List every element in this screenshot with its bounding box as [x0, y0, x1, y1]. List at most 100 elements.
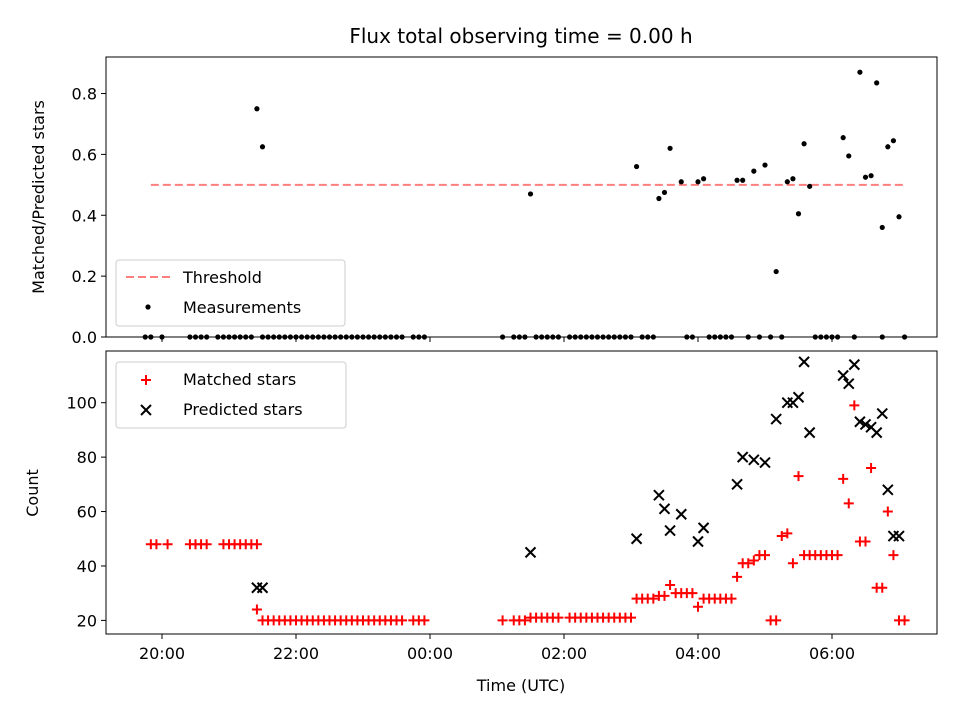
- matched-star-point: [787, 558, 798, 569]
- matched-star-point: [648, 593, 659, 604]
- matched-star-point: [849, 400, 860, 411]
- ratio-legend: Threshold Measurements: [115, 259, 346, 327]
- count-legend-box: [115, 361, 347, 429]
- predicted-star-point: [697, 522, 710, 534]
- predicted-stars-points: [251, 356, 905, 594]
- matched-star-point: [771, 615, 782, 626]
- x-tick-label: 20:00: [139, 644, 185, 663]
- measurement-point: [790, 176, 796, 182]
- count-y-tick-label: 100: [66, 394, 97, 413]
- count-plot-frame: [105, 350, 938, 635]
- measurement-point: [846, 153, 852, 159]
- predicted-star-point: [664, 524, 676, 537]
- measurement-point: [259, 144, 266, 150]
- predicted-star-point: [653, 489, 665, 501]
- measurement-point: [734, 177, 740, 183]
- legend-measurements-swatch: [145, 304, 151, 310]
- measurement-point: [661, 189, 668, 196]
- predicted-star-point: [848, 358, 861, 371]
- predicted-star-point: [876, 407, 888, 420]
- ratio-y-tick-label: 0.8: [72, 85, 97, 104]
- predicted-star-point: [658, 503, 671, 515]
- matched-star-point: [251, 539, 262, 550]
- ratio-legend-box: [115, 259, 346, 327]
- matched-star-point: [497, 615, 508, 626]
- matched-star-point: [151, 539, 162, 550]
- legend-matched-swatch: [141, 375, 151, 385]
- measurement-point: [890, 138, 897, 144]
- measurement-point: [795, 211, 802, 217]
- ratio-y-tick-label: 0.2: [72, 267, 97, 286]
- measurement-point: [896, 214, 902, 220]
- measurement-point: [254, 106, 260, 112]
- measurement-point: [885, 144, 891, 150]
- matched-star-point: [793, 471, 804, 482]
- legend-predicted-label: Predicted stars: [183, 400, 303, 419]
- matched-star-point: [693, 601, 703, 612]
- ratio-y-tick-label: 0.0: [72, 328, 97, 347]
- matched-star-point: [726, 593, 737, 604]
- measurement-point: [784, 179, 790, 185]
- measurement-point: [678, 179, 684, 185]
- measurement-point: [868, 173, 874, 179]
- predicted-star-point: [759, 456, 771, 469]
- predicted-star-point: [859, 418, 872, 431]
- matched-star-point: [419, 615, 430, 626]
- measurement-point: [874, 80, 880, 86]
- matched-star-point: [838, 473, 849, 484]
- legend-measurements-label: Measurements: [183, 298, 301, 317]
- predicted-star-point: [524, 546, 537, 559]
- predicted-star-point: [692, 535, 704, 548]
- count-panel: 20 40 60 80 100 Count Matched stars Predicted…: [23, 350, 938, 635]
- matched-star-point: [888, 550, 899, 561]
- ratio-y-tick-label: 0.6: [72, 145, 97, 164]
- predicted-star-point: [882, 484, 894, 496]
- matched-star-point: [882, 506, 893, 517]
- count-y-tick-label: 80: [77, 448, 97, 467]
- matched-star-point: [866, 463, 877, 474]
- x-tick-label: 00:00: [407, 644, 453, 663]
- count-y-tick-label: 60: [77, 503, 97, 522]
- legend-threshold-label: Threshold: [182, 268, 262, 287]
- predicted-star-point: [256, 582, 269, 594]
- measurement-point: [879, 224, 885, 231]
- measurement-point: [751, 168, 757, 174]
- measurement-point: [840, 135, 846, 141]
- measurement-point: [700, 176, 707, 182]
- measurement-point: [656, 195, 662, 202]
- measurement-point: [807, 183, 813, 189]
- measurement-point: [773, 268, 779, 275]
- ratio-panel: 0.00.20.40.60.8 Matched/Predicted stars …: [29, 56, 938, 347]
- x-axis-label: Time (UTC): [476, 676, 565, 695]
- x-axis: 20:00 22:00 00:00 02:00 04:00 06:00: [139, 337, 855, 663]
- predicted-star-point: [675, 508, 687, 520]
- matched-star-point: [899, 615, 910, 626]
- matched-stars-points: [145, 400, 910, 626]
- measurement-point: [862, 174, 869, 180]
- predicted-star-point: [748, 454, 760, 466]
- predicted-star-point: [854, 416, 866, 428]
- measurement-point: [633, 163, 640, 170]
- predicted-star-point: [893, 530, 905, 542]
- count-y-axis-label: Count: [23, 469, 42, 517]
- x-tick-label: 04:00: [675, 644, 721, 663]
- measurement-point: [857, 69, 863, 75]
- x-tick-label: 06:00: [809, 644, 855, 663]
- matched-star-point: [162, 539, 173, 550]
- measurement-point: [740, 177, 746, 183]
- matched-star-point: [687, 588, 698, 599]
- predicted-star-point: [630, 533, 643, 545]
- matched-star-point: [659, 590, 670, 601]
- predicted-star-point: [770, 413, 782, 425]
- predicted-star-point: [736, 451, 749, 463]
- predicted-star-point: [837, 369, 849, 382]
- measurement-point: [762, 162, 768, 168]
- matched-star-point: [626, 612, 636, 623]
- matched-star-point: [732, 571, 743, 582]
- count-y-tick-label: 20: [77, 611, 97, 630]
- count-y-tick-label: 40: [77, 557, 97, 576]
- measurement-point: [695, 179, 701, 185]
- matched-star-point: [201, 539, 212, 550]
- predicted-star-point: [803, 426, 816, 439]
- legend-predicted-swatch: [140, 404, 152, 416]
